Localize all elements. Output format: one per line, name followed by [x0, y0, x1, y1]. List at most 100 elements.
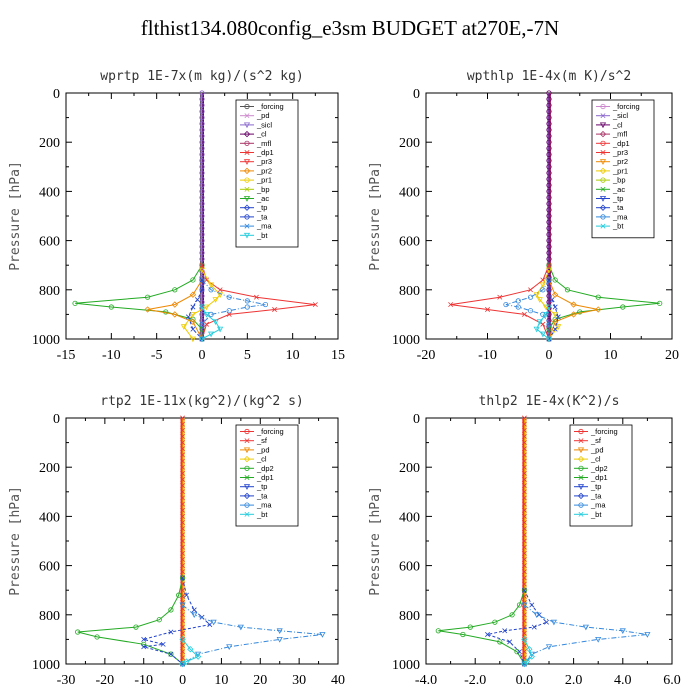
series-line — [548, 265, 660, 339]
series-point — [72, 300, 78, 306]
series-point — [195, 651, 202, 658]
series-point — [226, 644, 233, 651]
y-axis-label: Pressure [hPa] — [368, 161, 383, 271]
series-point — [191, 607, 197, 613]
series-point — [546, 170, 552, 176]
series-point — [180, 446, 186, 452]
series-point — [521, 643, 527, 649]
series-point — [521, 636, 528, 643]
series-point — [521, 483, 527, 489]
panel-title: rtp2 1E-11x(kg^2)/(kg^2 s) — [100, 394, 304, 409]
legend-label: _pr1 — [256, 176, 272, 185]
series-point — [497, 639, 503, 645]
legend-marker — [244, 465, 250, 471]
series-point — [521, 660, 528, 668]
series-point — [180, 452, 186, 458]
series-point — [492, 619, 498, 625]
series-point — [199, 145, 205, 151]
x-tick-label: 10 — [604, 348, 618, 363]
series-point — [546, 299, 552, 305]
series-point — [521, 452, 527, 458]
legend-marker — [600, 223, 606, 229]
series-point — [199, 256, 205, 262]
legend-label: _sicl — [256, 120, 272, 129]
series-point — [546, 90, 552, 96]
series-point — [212, 319, 219, 326]
series-point — [526, 646, 533, 653]
legend-marker — [600, 150, 606, 155]
legend-marker — [578, 438, 584, 444]
series-point — [546, 231, 552, 238]
series-point — [552, 326, 558, 332]
series-point — [509, 612, 515, 618]
series-point — [546, 207, 552, 213]
legend-marker — [600, 103, 606, 110]
series-point — [187, 646, 194, 653]
series-point — [226, 311, 232, 317]
x-tick-label: 2.0 — [565, 673, 583, 688]
x-tick-label: -5 — [151, 348, 163, 363]
series-point — [595, 294, 601, 300]
series-line — [141, 577, 211, 665]
panel-1: wprtp 1E-7x(m kg)/(s^2 kg) Pressure [hPa]… — [8, 69, 345, 363]
series-point — [208, 311, 214, 317]
legend-marker — [244, 438, 250, 444]
legend-marker — [243, 492, 251, 500]
legend-marker — [600, 113, 606, 119]
series-point — [521, 606, 527, 612]
series-point — [108, 304, 114, 310]
legend-label: _ac — [256, 194, 269, 203]
series-point — [546, 96, 552, 102]
series-point — [189, 291, 197, 298]
series-point — [180, 483, 186, 489]
series-point — [199, 213, 205, 219]
series-point — [521, 544, 527, 550]
plot-frame — [425, 417, 673, 665]
legend-marker — [243, 447, 251, 454]
series-point — [180, 612, 186, 618]
series-point — [183, 658, 190, 665]
series-point — [180, 618, 186, 624]
legend-marker — [243, 455, 251, 463]
legend-marker — [600, 177, 606, 183]
legend-marker — [243, 204, 251, 211]
legend-label: _ma — [612, 212, 628, 221]
y-tick-label: 1000 — [392, 333, 420, 348]
series-point — [262, 301, 269, 308]
series-point — [208, 287, 214, 293]
legend-label: _bp — [612, 176, 626, 185]
panel-2: wpthlp 1E-4x(m K)/s^2 Pressure [hPa] -20 -1… — [368, 69, 679, 363]
series-point — [546, 262, 552, 268]
series-point — [180, 520, 186, 526]
series-point — [180, 655, 186, 661]
series-point — [180, 324, 187, 330]
series-point — [536, 612, 542, 618]
series-point — [179, 636, 186, 643]
series-point — [546, 139, 552, 145]
series-line — [147, 279, 203, 340]
series-point — [521, 602, 528, 609]
legend-label: _bt — [256, 231, 268, 240]
x-tick-label: 10 — [214, 673, 228, 688]
series-line — [523, 639, 533, 665]
series-point — [180, 563, 186, 569]
x-tick-label: -4.0 — [415, 673, 437, 688]
series-point — [199, 287, 205, 293]
series-point — [180, 624, 186, 630]
series-point — [546, 194, 552, 201]
series-point — [521, 446, 527, 452]
series-point — [253, 294, 259, 300]
legend: _forcing_pd_sicl_cl_mfl_dp1_pr3_pr2_pr1_… — [235, 99, 299, 248]
legend-marker — [599, 196, 607, 202]
series-point — [503, 301, 509, 308]
legend-label: _forcing — [256, 427, 284, 436]
series-point — [507, 639, 513, 645]
series-point — [521, 421, 527, 427]
series-point — [521, 311, 527, 317]
legend-marker — [244, 223, 250, 229]
series-point — [168, 607, 174, 613]
series-point — [521, 569, 527, 575]
y-tick-label: 400 — [399, 185, 420, 200]
legend-marker — [600, 186, 606, 192]
